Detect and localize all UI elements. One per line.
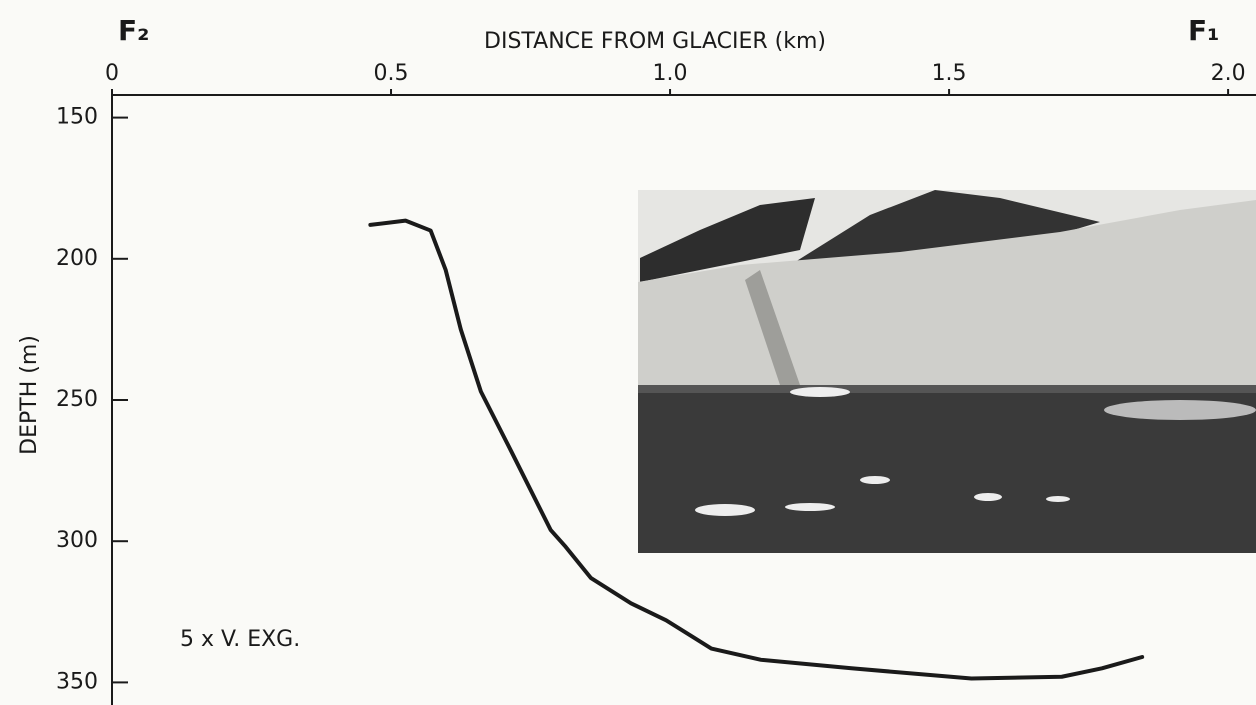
- chart: DISTANCE FROM GLACIER (km) DEPTH (m) 5 x…: [0, 0, 1256, 705]
- y-axis-title: DEPTH (m): [17, 335, 42, 455]
- glacier-photo: [638, 190, 1256, 553]
- x-tick-label: 1.0: [653, 61, 688, 86]
- endpoint-label: F₁: [1188, 14, 1219, 47]
- y-tick-label: 350: [56, 669, 98, 694]
- y-tick-label: 250: [56, 387, 98, 412]
- annotation: 5 x V. EXG.: [180, 627, 300, 652]
- x-tick-label: 1.5: [932, 61, 967, 86]
- x-tick-label: 0.5: [374, 61, 409, 86]
- x-axis-title: DISTANCE FROM GLACIER (km): [484, 29, 826, 54]
- x-tick-label: 2.0: [1211, 61, 1246, 86]
- y-tick-label: 200: [56, 246, 98, 271]
- x-tick-label: 0: [105, 61, 119, 86]
- endpoint-label: F₂: [118, 14, 149, 47]
- y-tick-label: 150: [56, 105, 98, 130]
- y-tick-label: 300: [56, 528, 98, 553]
